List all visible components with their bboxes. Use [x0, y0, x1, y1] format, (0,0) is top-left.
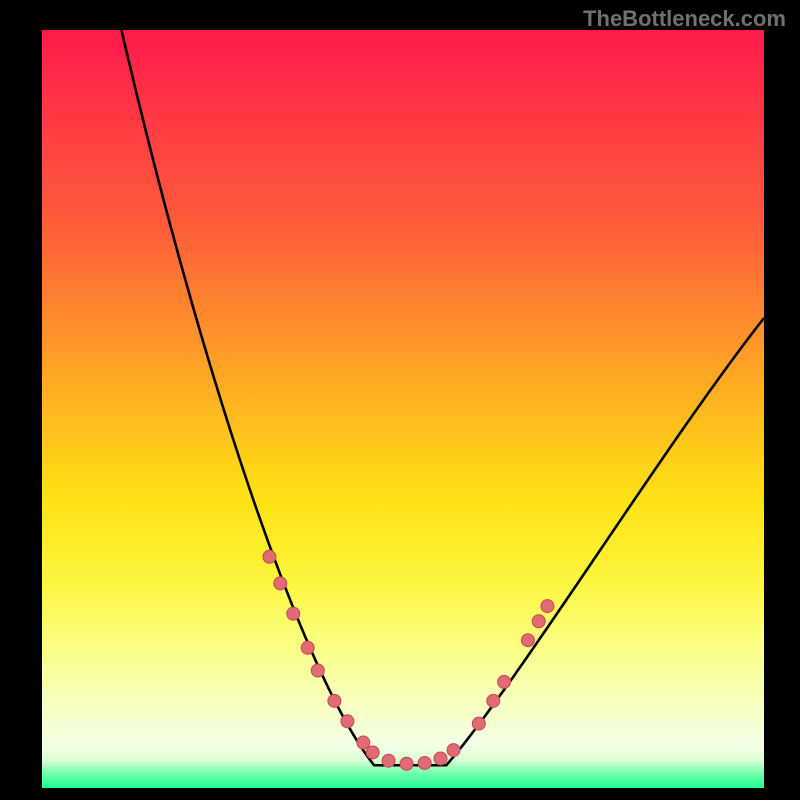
data-dot: [447, 744, 460, 757]
plot-area: [42, 30, 764, 788]
data-dot: [311, 664, 324, 677]
data-dot: [472, 717, 485, 730]
watermark-text: TheBottleneck.com: [583, 6, 786, 32]
data-dot: [382, 754, 395, 767]
data-dot: [366, 746, 379, 759]
data-dot: [274, 577, 287, 590]
data-dot: [498, 675, 511, 688]
data-dot: [434, 752, 447, 765]
data-dot: [357, 736, 370, 749]
data-dot: [301, 641, 314, 654]
data-dot: [541, 600, 554, 613]
data-dots: [42, 30, 764, 788]
data-dot: [328, 694, 341, 707]
data-dot: [418, 756, 431, 769]
data-dot: [341, 715, 354, 728]
data-dot: [400, 757, 413, 770]
data-dot: [521, 634, 534, 647]
data-dot: [263, 550, 276, 563]
data-dot: [487, 694, 500, 707]
data-dot: [532, 615, 545, 628]
data-dot: [287, 607, 300, 620]
